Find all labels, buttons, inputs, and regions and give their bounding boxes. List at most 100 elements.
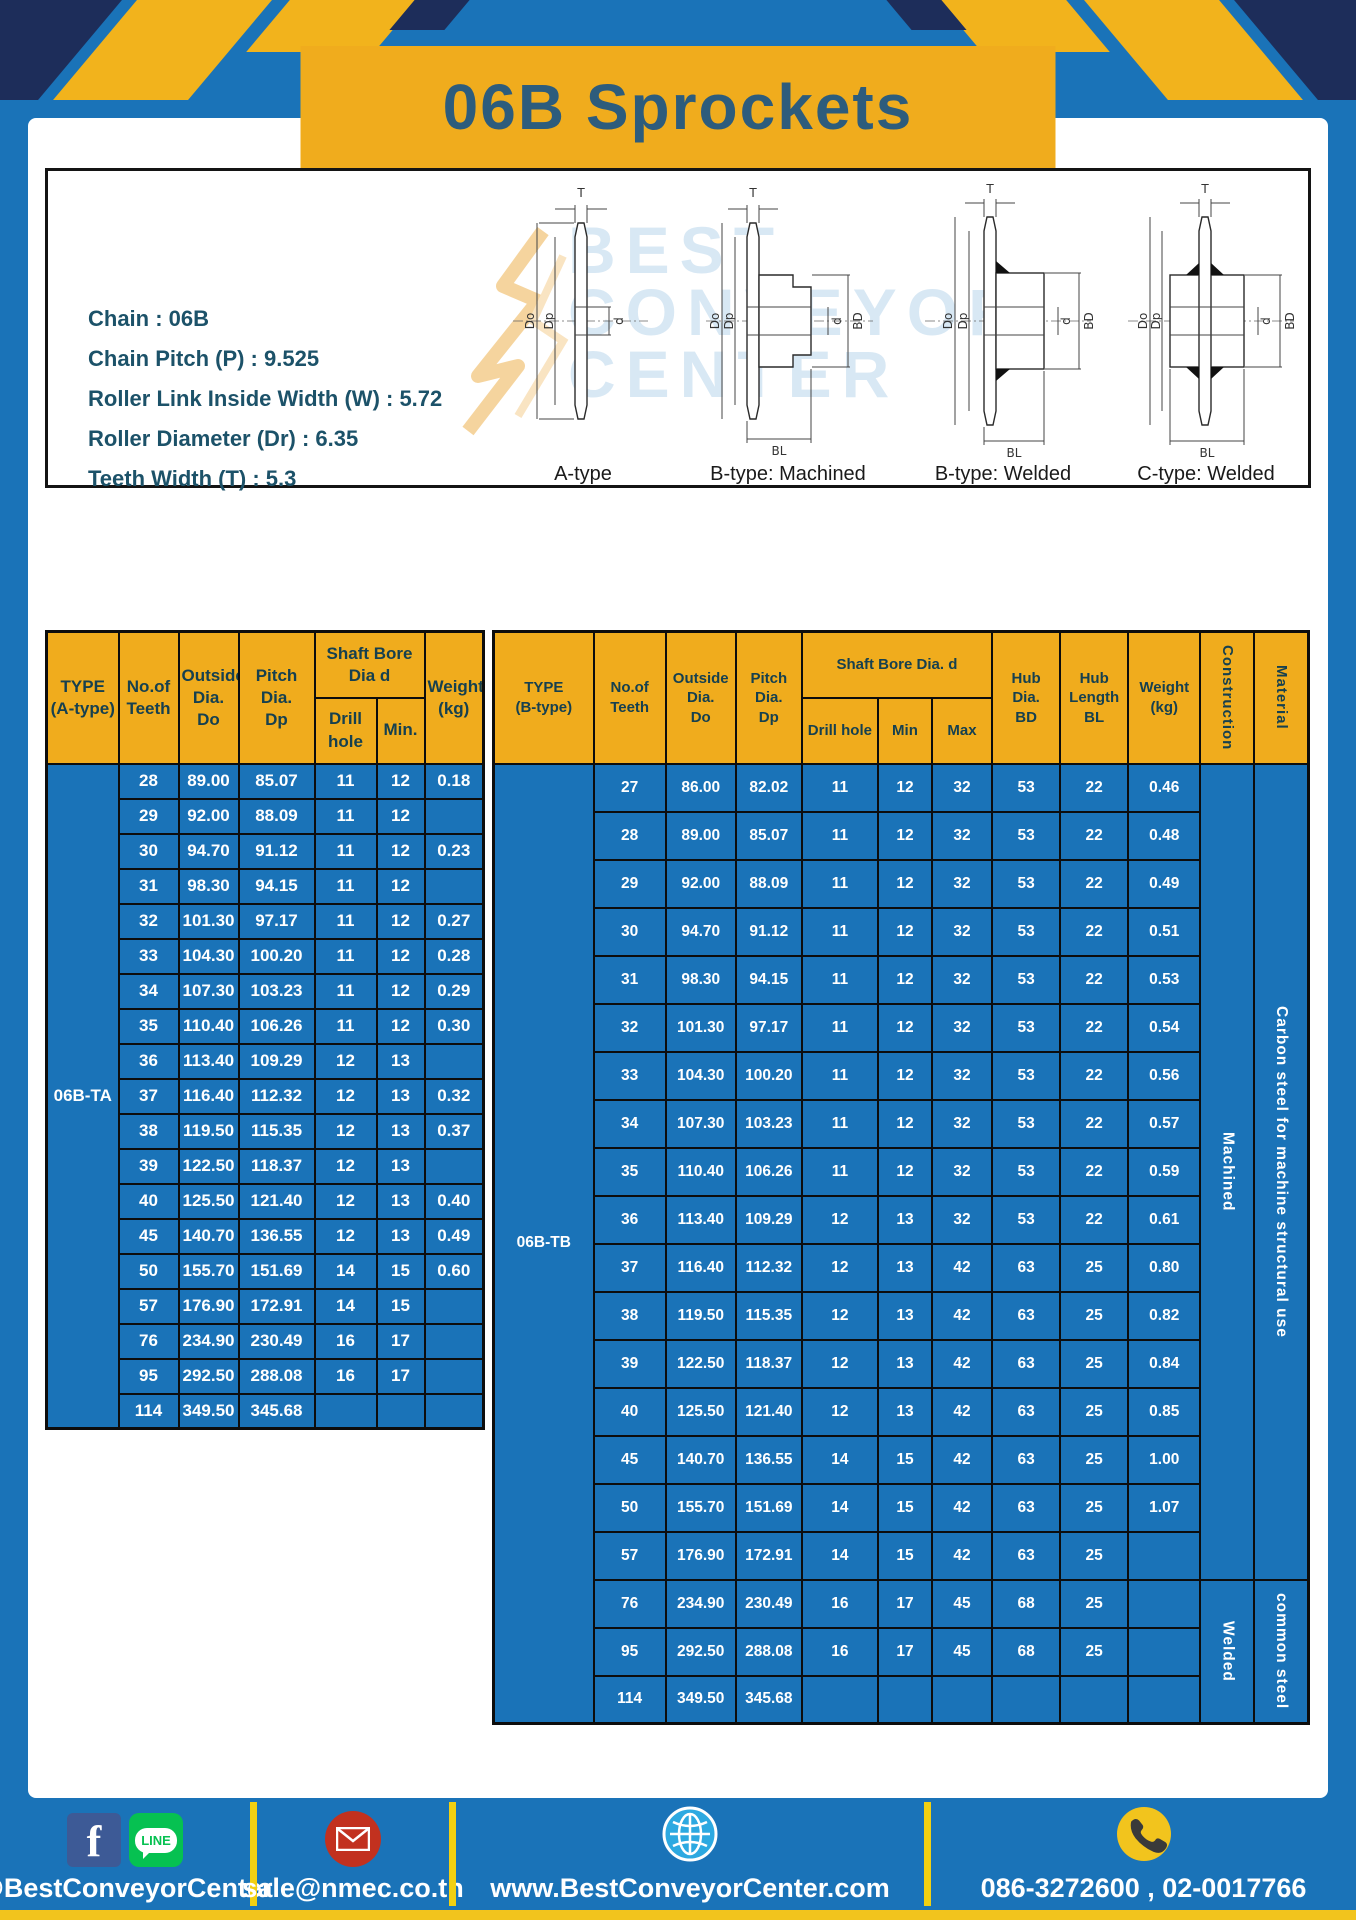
cell: 113.40: [664, 1194, 737, 1245]
cell: 86.00: [664, 762, 737, 813]
cell: [1127, 1530, 1202, 1581]
cell: 107.30: [664, 1098, 737, 1149]
cell: 25: [1059, 1530, 1130, 1581]
cell: 109.29: [237, 1042, 316, 1080]
cell: 25: [1059, 1434, 1130, 1485]
email-icon[interactable]: [325, 1811, 381, 1867]
table-row: 28 89.00 85.07 11 12 32 53 22 0.48: [494, 810, 1309, 861]
cell: 16: [800, 1578, 879, 1629]
cell: 95: [117, 1357, 180, 1395]
table-row: 37 116.40 112.32 12 13 42 63 25 0.80: [494, 1242, 1309, 1293]
cell: 103.23: [237, 972, 316, 1010]
cell: 0.85: [1127, 1386, 1202, 1437]
cell: 230.49: [734, 1578, 803, 1629]
cell: 234.90: [664, 1578, 737, 1629]
cell: 0.49: [1127, 858, 1202, 909]
dim-label-t: T: [576, 186, 585, 200]
cell: 155.70: [177, 1252, 240, 1290]
col-header-teeth: No.of Teeth: [117, 630, 180, 765]
cell: 17: [876, 1578, 933, 1629]
cell: [1127, 1626, 1202, 1677]
cell: 12: [313, 1147, 378, 1185]
cell: 11: [313, 937, 378, 975]
table-row: 38 119.50 115.35 12 13 42 63 25 0.82: [494, 1290, 1309, 1341]
cell: 30: [592, 906, 667, 957]
footer-divider: [250, 1802, 257, 1906]
line-icon[interactable]: LINE: [129, 1813, 183, 1867]
cell: 63: [991, 1434, 1062, 1485]
cell: 42: [930, 1530, 994, 1581]
phone-numbers[interactable]: 086-3272600 , 02-0017766: [980, 1873, 1307, 1903]
table-row: 29 92.00 88.09 11 12 32 53 22 0.49: [494, 858, 1309, 909]
cell: 15: [876, 1434, 933, 1485]
cell: 53: [991, 1146, 1062, 1197]
cell: 104.30: [177, 937, 240, 975]
col-header-weight: Weight (kg): [423, 630, 485, 765]
table-row: 30 94.70 91.12 11 12 0.23: [47, 832, 485, 870]
cell: 106.26: [734, 1146, 803, 1197]
cell: 40: [117, 1182, 180, 1220]
cell: 34: [592, 1098, 667, 1149]
cell: 13: [375, 1217, 426, 1255]
cell: 151.69: [734, 1482, 803, 1533]
cell: 122.50: [177, 1147, 240, 1185]
table-row: 95 292.50 288.08 16 17: [47, 1357, 485, 1395]
cell: 11: [800, 1146, 879, 1197]
cell: [1127, 1578, 1202, 1629]
email-address[interactable]: sale@nmec.co.th: [242, 1873, 464, 1903]
cell: 140.70: [664, 1434, 737, 1485]
cell: 39: [117, 1147, 180, 1185]
cell: 98.30: [177, 867, 240, 905]
col-header-outside: Outside Dia. Do: [177, 630, 240, 765]
drawing-caption-b-machined: B-type: Machined: [710, 463, 866, 485]
diagram-box: BEST CONVEYOR CENTER Chain : 06B Chain P…: [45, 168, 1311, 491]
cell: 12: [876, 762, 933, 813]
dim-label-do: Do: [708, 313, 722, 330]
cell: 38: [592, 1290, 667, 1341]
cell: 230.49: [237, 1322, 316, 1360]
cell: 12: [375, 902, 426, 940]
spec-roller-width: Roller Link Inside Width (W) : 5.72: [88, 386, 443, 411]
cell: 53: [991, 1194, 1062, 1245]
material-carbon-steel-cell: Carbon steel for machine structural use: [1253, 762, 1310, 1581]
cell: 38: [117, 1112, 180, 1150]
cell: 1.07: [1127, 1482, 1202, 1533]
cell: 292.50: [177, 1357, 240, 1395]
cell: 42: [930, 1386, 994, 1437]
cell: [991, 1674, 1062, 1725]
cell: 14: [313, 1252, 378, 1290]
cell: 76: [592, 1578, 667, 1629]
table-row: 95 292.50 288.08 16 17 45 68 25: [494, 1626, 1309, 1677]
cell: 63: [991, 1290, 1062, 1341]
cell: 13: [375, 1112, 426, 1150]
cell: 29: [117, 797, 180, 835]
facebook-icon[interactable]: f: [67, 1813, 121, 1867]
cell: 25: [1059, 1578, 1130, 1629]
dim-label-do: Do: [1136, 313, 1150, 330]
cell: 32: [930, 1050, 994, 1101]
dim-label-t: T: [985, 182, 994, 196]
cell: 32: [930, 1002, 994, 1053]
type-b-label-cell: 06B-TB: [492, 762, 595, 1725]
cell: 82.02: [734, 762, 803, 813]
table-row: 57 176.90 172.91 14 15 42 63 25: [494, 1530, 1309, 1581]
cell: 345.68: [734, 1674, 803, 1725]
dim-label-bd: BD: [1283, 312, 1297, 329]
cell: 89.00: [177, 762, 240, 800]
website-url[interactable]: www.BestConveyorCenter.com: [490, 1873, 890, 1903]
cell: [423, 1322, 485, 1360]
type-a-label-cell: 06B-TA: [45, 762, 120, 1430]
table-a-type: TYPE (A-type) No.of Teeth Outside Dia. D…: [45, 630, 485, 1430]
cell: 97.17: [237, 902, 316, 940]
cell: 115.35: [734, 1290, 803, 1341]
cell: 0.48: [1127, 810, 1202, 861]
cell: 0.57: [1127, 1098, 1202, 1149]
cell: 119.50: [177, 1112, 240, 1150]
cell: 12: [313, 1112, 378, 1150]
cell: 13: [876, 1242, 933, 1293]
globe-icon[interactable]: [662, 1806, 718, 1867]
social-handle[interactable]: @BestConveyorCenter: [0, 1873, 273, 1903]
cell: 12: [313, 1217, 378, 1255]
cell: 14: [800, 1434, 879, 1485]
phone-icon[interactable]: [1116, 1806, 1172, 1867]
